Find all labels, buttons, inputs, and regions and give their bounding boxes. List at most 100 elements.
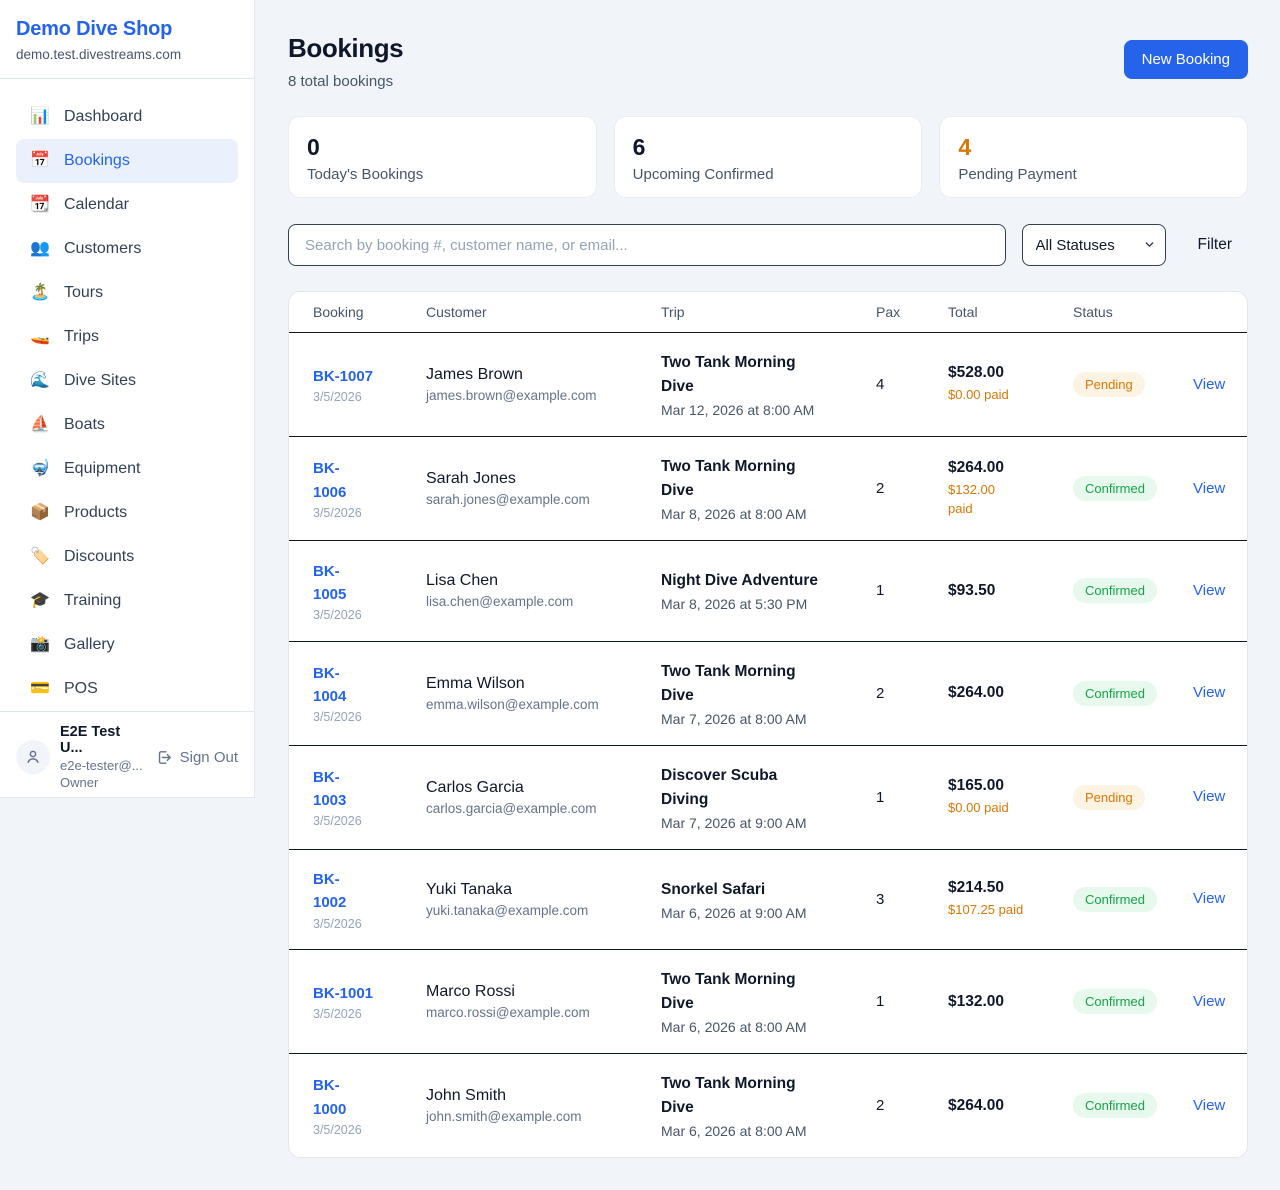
booking-number-link[interactable]: BK- 1003 bbox=[313, 768, 347, 810]
new-booking-button[interactable]: New Booking bbox=[1123, 40, 1248, 79]
page-header: Bookings 8 total bookings New Booking bbox=[288, 33, 1248, 90]
sidebar-item-label: Customers bbox=[64, 240, 142, 257]
stat-label: Today's Bookings bbox=[307, 166, 424, 183]
view-link[interactable]: View bbox=[1193, 788, 1226, 806]
sidebar-item-gallery[interactable]: 📸 Gallery bbox=[16, 623, 238, 667]
actions-cell: View bbox=[1193, 890, 1225, 908]
status-select[interactable]: All Statuses bbox=[1021, 224, 1166, 266]
booking-number-link[interactable]: BK- 1005 bbox=[313, 562, 347, 603]
status-badge: Confirmed bbox=[1073, 1093, 1157, 1119]
sidebar-item-label: Boats bbox=[64, 416, 105, 433]
booking-date: 3/5/2026 bbox=[313, 710, 362, 725]
customer-cell: James Brown james.brown@example.com bbox=[426, 366, 661, 403]
customer-name: James Brown bbox=[426, 366, 523, 384]
view-link[interactable]: View bbox=[1193, 992, 1226, 1010]
trip-name: Two Tank Morning Dive bbox=[661, 662, 796, 704]
customer-cell: Sarah Jones sarah.jones@example.com bbox=[426, 470, 661, 507]
sidebar-item-label: POS bbox=[64, 680, 98, 697]
sidebar-item-label: Bookings bbox=[64, 152, 130, 169]
view-link[interactable]: View bbox=[1193, 581, 1226, 599]
sidebar-item-calendar[interactable]: 📆 Calendar bbox=[16, 183, 238, 227]
trip-cell: Two Tank Morning Dive Mar 6, 2026 at 8:0… bbox=[661, 968, 876, 1035]
total-cell: $93.50 bbox=[948, 582, 1073, 600]
sidebar-item-label: Gallery bbox=[64, 636, 115, 653]
pax-value: 1 bbox=[876, 993, 885, 1011]
sidebar-nav: 📊 Dashboard 📅 Bookings 📆 Calendar 👥 Cust… bbox=[0, 79, 254, 711]
status-badge: Confirmed bbox=[1073, 886, 1157, 912]
actions-cell: View bbox=[1193, 376, 1225, 394]
booking-number-link[interactable]: BK-1007 bbox=[313, 367, 374, 385]
sidebar-item-tours[interactable]: 🏝️ Tours bbox=[16, 271, 238, 315]
total-cell: $264.00 bbox=[948, 1097, 1073, 1115]
view-link[interactable]: View bbox=[1193, 375, 1226, 393]
actions-cell: View bbox=[1193, 684, 1225, 702]
sidebar-item-equipment[interactable]: 🤿 Equipment bbox=[16, 447, 238, 491]
customer-cell: Yuki Tanaka yuki.tanaka@example.com bbox=[426, 881, 661, 918]
trips-icon: 🚤 bbox=[30, 328, 50, 345]
stat-label: Upcoming Confirmed bbox=[632, 166, 774, 183]
total-cell: $264.00 $132.00 paid bbox=[948, 459, 1073, 519]
actions-cell: View bbox=[1193, 788, 1225, 806]
booking-number-link[interactable]: BK- 1004 bbox=[313, 664, 347, 706]
booking-date: 3/5/2026 bbox=[313, 916, 362, 931]
view-link[interactable]: View bbox=[1193, 1096, 1226, 1114]
trip-name: Two Tank Morning Dive bbox=[661, 1075, 796, 1117]
total-amount: $264.00 bbox=[948, 458, 1005, 476]
sidebar-item-label: Trips bbox=[64, 328, 99, 345]
booking-number-link[interactable]: BK- 1000 bbox=[313, 1077, 347, 1118]
sidebar-item-products[interactable]: 📦 Products bbox=[16, 491, 238, 535]
pos-icon: 💳 bbox=[30, 680, 50, 697]
actions-cell: View bbox=[1193, 1097, 1225, 1115]
products-icon: 📦 bbox=[30, 504, 50, 521]
user-info: E2E Test U... e2e-tester@... Owner bbox=[60, 724, 146, 790]
booking-number-link[interactable]: BK- 1006 bbox=[313, 460, 347, 501]
total-amount: $165.00 bbox=[948, 776, 1005, 794]
booking-date: 3/5/2026 bbox=[313, 814, 362, 829]
sidebar-item-discounts[interactable]: 🏷️ Discounts bbox=[16, 535, 238, 579]
booking-number-link[interactable]: BK- 1002 bbox=[313, 871, 347, 912]
trip-name: Two Tank Morning Dive bbox=[661, 971, 796, 1013]
booking-cell: BK-1007 3/5/2026 bbox=[313, 365, 426, 404]
sidebar-item-customers[interactable]: 👥 Customers bbox=[16, 227, 238, 271]
trip-datetime: Mar 6, 2026 at 9:00 AM bbox=[661, 904, 807, 921]
booking-number-link[interactable]: BK-1001 bbox=[313, 985, 374, 1003]
calendar-icon: 📆 bbox=[30, 196, 50, 213]
stat-value: 4 bbox=[958, 134, 972, 160]
filter-row: All Statuses Filter bbox=[288, 224, 1248, 266]
training-icon: 🎓 bbox=[30, 592, 50, 609]
sidebar-item-trips[interactable]: 🚤 Trips bbox=[16, 315, 238, 359]
bookings-table: Booking Customer Trip Pax Total Status B… bbox=[288, 291, 1248, 1159]
customer-email: john.smith@example.com bbox=[426, 1109, 582, 1125]
total-cell: $132.00 bbox=[948, 993, 1073, 1011]
booking-cell: BK- 1000 3/5/2026 bbox=[313, 1074, 426, 1137]
view-link[interactable]: View bbox=[1193, 890, 1226, 908]
table-row: BK- 1005 3/5/2026 Lisa Chen lisa.chen@ex… bbox=[289, 541, 1247, 642]
sidebar-item-label: Tours bbox=[64, 284, 104, 301]
customer-cell: Lisa Chen lisa.chen@example.com bbox=[426, 572, 661, 609]
sidebar-item-bookings[interactable]: 📅 Bookings bbox=[16, 139, 238, 183]
customer-cell: Carlos Garcia carlos.garcia@example.com bbox=[426, 779, 661, 816]
customer-cell: John Smith john.smith@example.com bbox=[426, 1087, 661, 1124]
customer-name: Sarah Jones bbox=[426, 470, 516, 488]
status-badge: Confirmed bbox=[1073, 989, 1157, 1015]
view-link[interactable]: View bbox=[1193, 479, 1226, 497]
sidebar: Demo Dive Shop demo.test.divestreams.com… bbox=[0, 0, 255, 798]
sidebar-item-dive-sites[interactable]: 🌊 Dive Sites bbox=[16, 359, 238, 403]
tours-icon: 🏝️ bbox=[30, 284, 50, 301]
booking-date: 3/5/2026 bbox=[313, 1007, 362, 1022]
search-input[interactable] bbox=[288, 224, 1006, 266]
sign-out-button[interactable]: Sign Out bbox=[156, 749, 238, 766]
view-link[interactable]: View bbox=[1193, 684, 1226, 702]
status-badge: Pending bbox=[1073, 372, 1145, 398]
customer-name: Yuki Tanaka bbox=[426, 880, 512, 898]
customer-email: emma.wilson@example.com bbox=[426, 696, 599, 712]
table-header: Booking Customer Trip Pax Total Status bbox=[289, 292, 1247, 333]
filter-button[interactable]: Filter bbox=[1197, 236, 1232, 253]
trip-datetime: Mar 6, 2026 at 8:00 AM bbox=[661, 1019, 807, 1036]
sidebar-item-pos[interactable]: 💳 POS bbox=[16, 667, 238, 711]
sidebar-item-dashboard[interactable]: 📊 Dashboard bbox=[16, 95, 238, 139]
trip-name: Discover Scuba Diving bbox=[661, 766, 778, 808]
actions-cell: View bbox=[1193, 582, 1225, 600]
sidebar-item-boats[interactable]: ⛵ Boats bbox=[16, 403, 238, 447]
sidebar-item-training[interactable]: 🎓 Training bbox=[16, 579, 238, 623]
